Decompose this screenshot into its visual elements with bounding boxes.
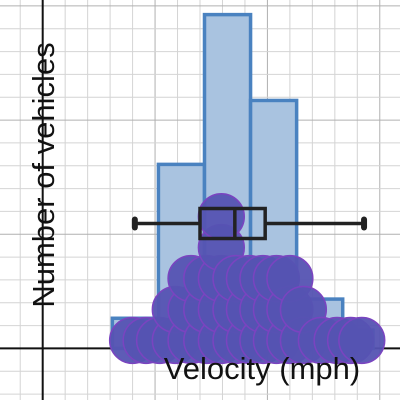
box-plot	[131, 206, 368, 241]
x-axis-label: Velocity (mph)	[164, 351, 360, 386]
y-axis-label: Number of vehicles	[26, 42, 61, 307]
dot-plot	[108, 192, 386, 365]
data-dot	[197, 192, 246, 241]
boxplot-box	[198, 206, 267, 241]
data-dot	[338, 316, 386, 365]
